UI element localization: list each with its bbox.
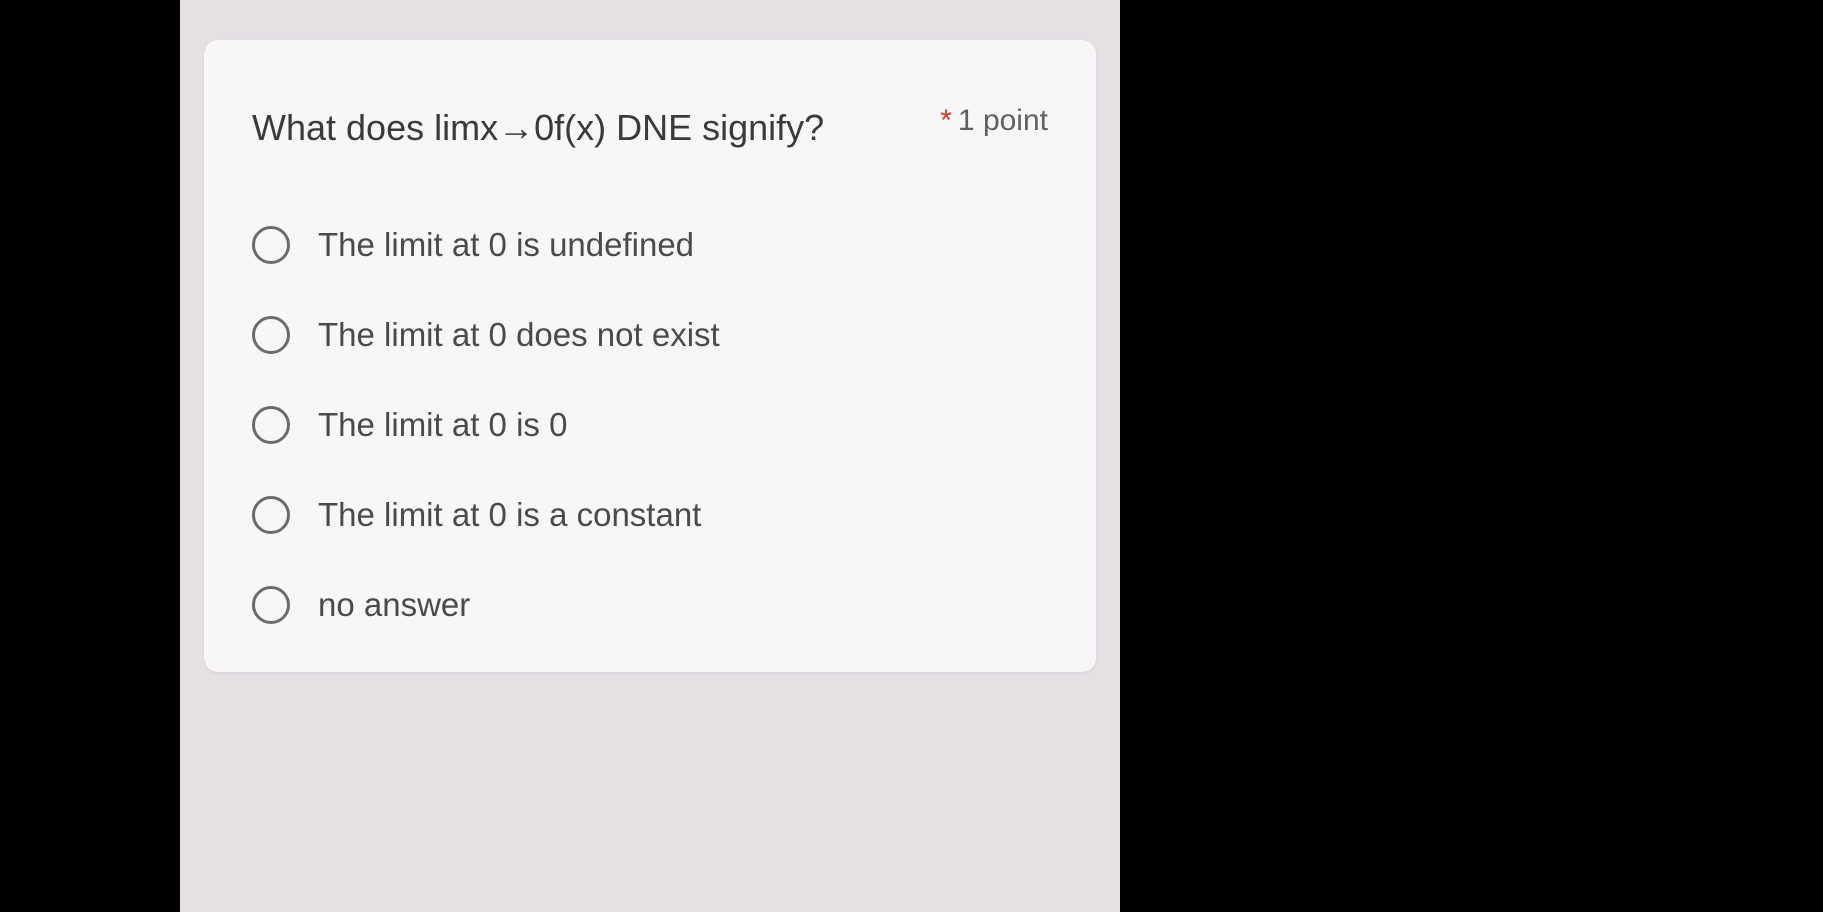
form-container: What does limx→0f(x) DNE signify? *1 poi… bbox=[180, 0, 1120, 912]
radio-icon[interactable] bbox=[252, 586, 290, 624]
radio-icon[interactable] bbox=[252, 316, 290, 354]
option-label: The limit at 0 does not exist bbox=[318, 316, 720, 354]
points-label: 1 point bbox=[958, 104, 1048, 137]
required-star-icon: * bbox=[940, 104, 952, 137]
option-row[interactable]: The limit at 0 is a constant bbox=[252, 496, 1048, 534]
question-points: *1 point bbox=[940, 100, 1048, 138]
radio-icon[interactable] bbox=[252, 226, 290, 264]
option-label: The limit at 0 is a constant bbox=[318, 496, 701, 534]
option-row[interactable]: The limit at 0 does not exist bbox=[252, 316, 1048, 354]
radio-icon[interactable] bbox=[252, 406, 290, 444]
option-label: The limit at 0 is undefined bbox=[318, 226, 694, 264]
question-card: What does limx→0f(x) DNE signify? *1 poi… bbox=[204, 40, 1096, 672]
option-row[interactable]: The limit at 0 is undefined bbox=[252, 226, 1048, 264]
question-text: What does limx→0f(x) DNE signify? bbox=[252, 100, 916, 156]
radio-icon[interactable] bbox=[252, 496, 290, 534]
question-header: What does limx→0f(x) DNE signify? *1 poi… bbox=[252, 100, 1048, 156]
option-label: no answer bbox=[318, 586, 470, 624]
option-row[interactable]: no answer bbox=[252, 586, 1048, 624]
option-label: The limit at 0 is 0 bbox=[318, 406, 567, 444]
option-row[interactable]: The limit at 0 is 0 bbox=[252, 406, 1048, 444]
